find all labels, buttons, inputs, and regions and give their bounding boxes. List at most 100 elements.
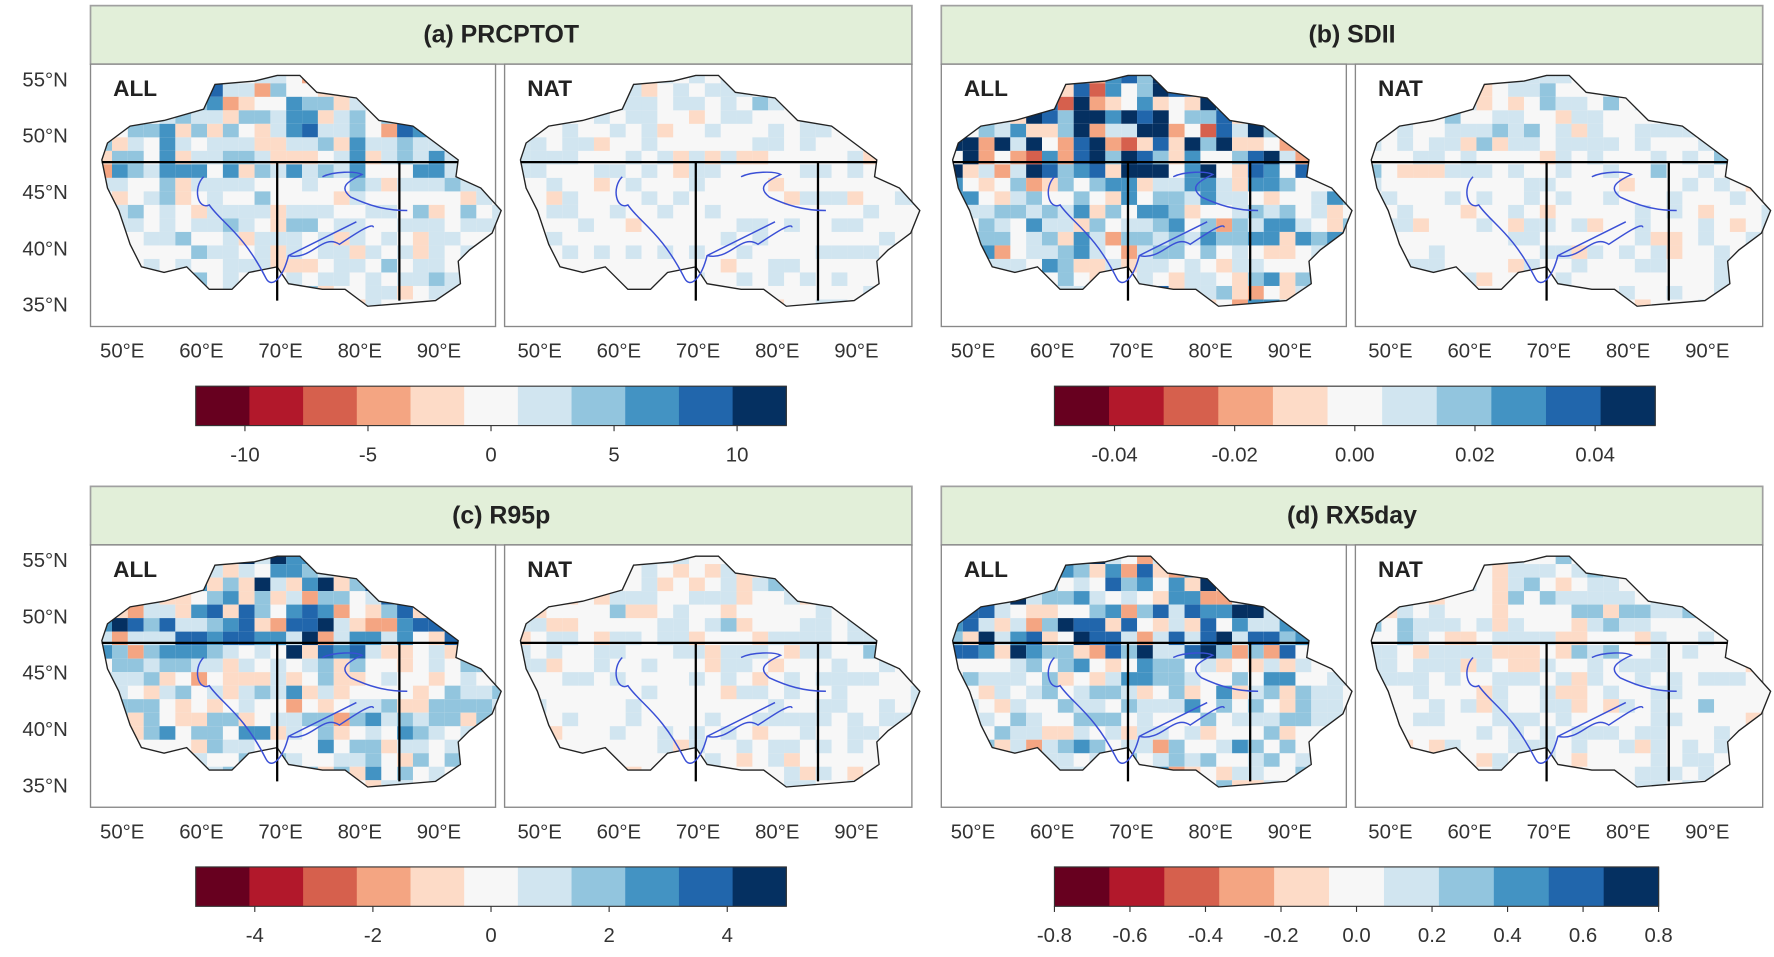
grid-cell	[1761, 577, 1771, 592]
grid-cell	[1168, 672, 1185, 686]
grid-cell	[254, 577, 271, 592]
lon-tick-label: 50°E	[951, 341, 995, 363]
grid-cell	[333, 110, 350, 124]
grid-cell	[1232, 604, 1248, 619]
grid-cell	[1200, 245, 1217, 259]
grid-cell	[460, 685, 477, 700]
grid-cell	[1247, 699, 1264, 713]
grid-cell	[578, 137, 594, 151]
grid-cell	[1089, 204, 1106, 219]
grid-cell	[191, 604, 208, 619]
grid-cell	[428, 699, 445, 713]
grid-cell	[127, 712, 144, 727]
grid-cell	[1698, 766, 1715, 781]
grid-cell	[1041, 110, 1058, 124]
grid-cell	[1666, 672, 1683, 686]
grid-cell	[1761, 245, 1771, 259]
title-box	[940, 4, 1764, 66]
grid-cell	[1152, 645, 1169, 659]
grid-cell	[1152, 110, 1169, 124]
grid-cell	[222, 712, 239, 727]
grid-cell	[799, 645, 816, 659]
river	[706, 706, 793, 738]
grid-cell	[1634, 672, 1651, 686]
grid-cell	[207, 645, 223, 659]
grid-cell	[1168, 739, 1185, 754]
map	[519, 74, 921, 307]
grid-cell	[238, 618, 255, 632]
grid-cell	[365, 753, 382, 767]
grid-cell	[191, 110, 208, 124]
grid-cell	[238, 591, 255, 605]
grid-cell	[1650, 658, 1667, 673]
grid-cell	[1184, 204, 1201, 219]
grid-cell	[562, 123, 579, 138]
grid-cell	[381, 604, 398, 619]
grid-cell	[704, 123, 721, 138]
grid-cell	[1263, 658, 1280, 673]
grid-cell	[175, 177, 192, 192]
grid-cell	[1137, 96, 1153, 111]
grid-cell	[1619, 618, 1635, 632]
grid-cell	[1010, 739, 1027, 754]
grid-cell	[1413, 618, 1429, 632]
grid-cell	[799, 780, 816, 787]
grid-cell	[1232, 618, 1248, 632]
grid-cell	[1311, 699, 1328, 713]
grid-cell	[978, 137, 995, 151]
grid-cell	[815, 164, 832, 178]
grid-cell	[1263, 231, 1280, 246]
grid-cell	[1216, 645, 1233, 659]
grid-cell	[994, 672, 1011, 686]
grid-cell	[1476, 658, 1493, 673]
grid-cell	[1089, 618, 1106, 632]
grid-cell	[1619, 699, 1635, 713]
grid-cell	[286, 604, 303, 619]
grid-cell	[1523, 712, 1540, 727]
grid-cell	[1184, 672, 1201, 686]
grid-cell	[127, 123, 144, 138]
grid-cell	[207, 618, 223, 632]
grid-cell	[1232, 272, 1248, 286]
grid-cell	[1263, 618, 1280, 632]
grid-cell	[476, 685, 493, 700]
grid-cell	[609, 591, 626, 605]
grid-cell	[1089, 645, 1106, 659]
grid-cell	[1232, 299, 1248, 307]
grid-cell	[1105, 83, 1122, 97]
grid-cell	[222, 618, 239, 632]
grid-cell	[1168, 618, 1185, 632]
lon-tick-label: 60°E	[179, 341, 223, 363]
grid-cell	[1397, 604, 1414, 619]
grid-cell	[1698, 204, 1715, 219]
grid-cell	[365, 645, 382, 659]
grid-cell	[460, 712, 477, 727]
grid-cell	[1026, 231, 1042, 246]
colorbar-box	[249, 866, 304, 907]
grid-cell	[736, 591, 753, 605]
grid-cell	[1508, 96, 1524, 111]
grid-cell	[1761, 766, 1771, 781]
grid-cell	[317, 204, 334, 219]
grid-cell	[428, 258, 445, 273]
grid-cell	[1247, 272, 1264, 286]
grid-cell	[1137, 218, 1153, 232]
river	[615, 656, 776, 764]
grid-cell	[994, 245, 1011, 259]
grid-cell	[1555, 110, 1572, 124]
grid-cell	[1587, 137, 1604, 151]
grid-cell	[1073, 685, 1090, 700]
grid-cell	[736, 739, 753, 754]
grid-cell	[254, 685, 271, 700]
grid-cell	[222, 231, 239, 246]
grid-cell	[1057, 231, 1074, 246]
grid-cell	[207, 177, 223, 192]
grid-cell	[492, 685, 502, 700]
grid-cell	[302, 604, 318, 619]
river	[706, 225, 793, 258]
grid-cell	[1041, 204, 1058, 219]
grid-cell	[191, 672, 208, 686]
grid-cell	[799, 137, 816, 151]
grid-cell	[317, 739, 334, 754]
grid-cell	[1587, 591, 1604, 605]
